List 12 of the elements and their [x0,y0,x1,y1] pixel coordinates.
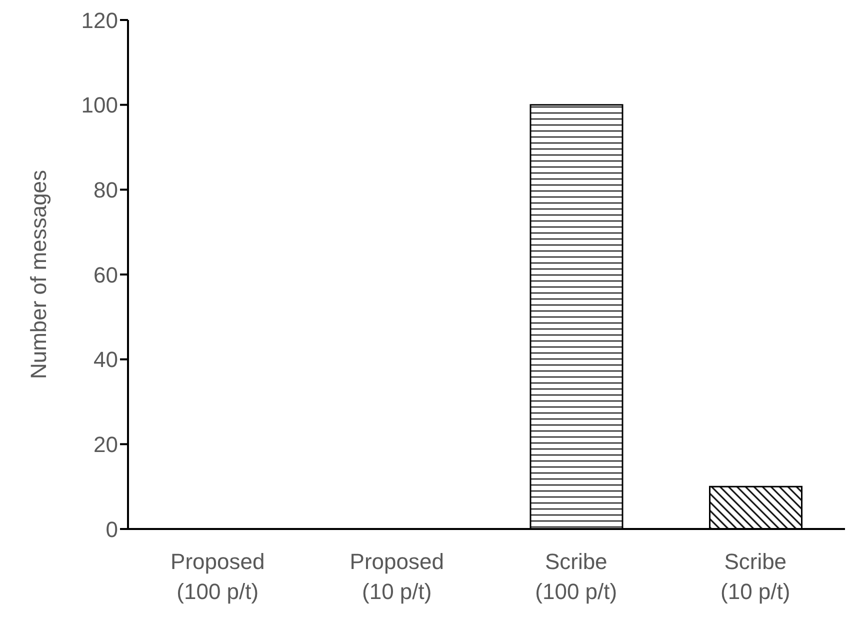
y-tick-label: 0 [106,516,118,542]
y-tick-label: 20 [94,432,118,457]
y-tick-label: 100 [81,92,118,118]
y-tick-label: 80 [94,177,118,202]
y-tick-label: 40 [94,347,118,372]
x-tick-label: Scribe (100 p/t) [535,549,618,604]
y-tick-label: 120 [81,8,118,33]
y-tick-label: 60 [94,262,118,288]
x-tick-label: Scribe (10 p/t) [720,549,790,604]
x-tick-label: Proposed (10 p/t) [350,549,444,604]
y-axis-title: Number of messages [26,170,51,380]
x-tick-label: Proposed (100 p/t) [170,549,265,604]
